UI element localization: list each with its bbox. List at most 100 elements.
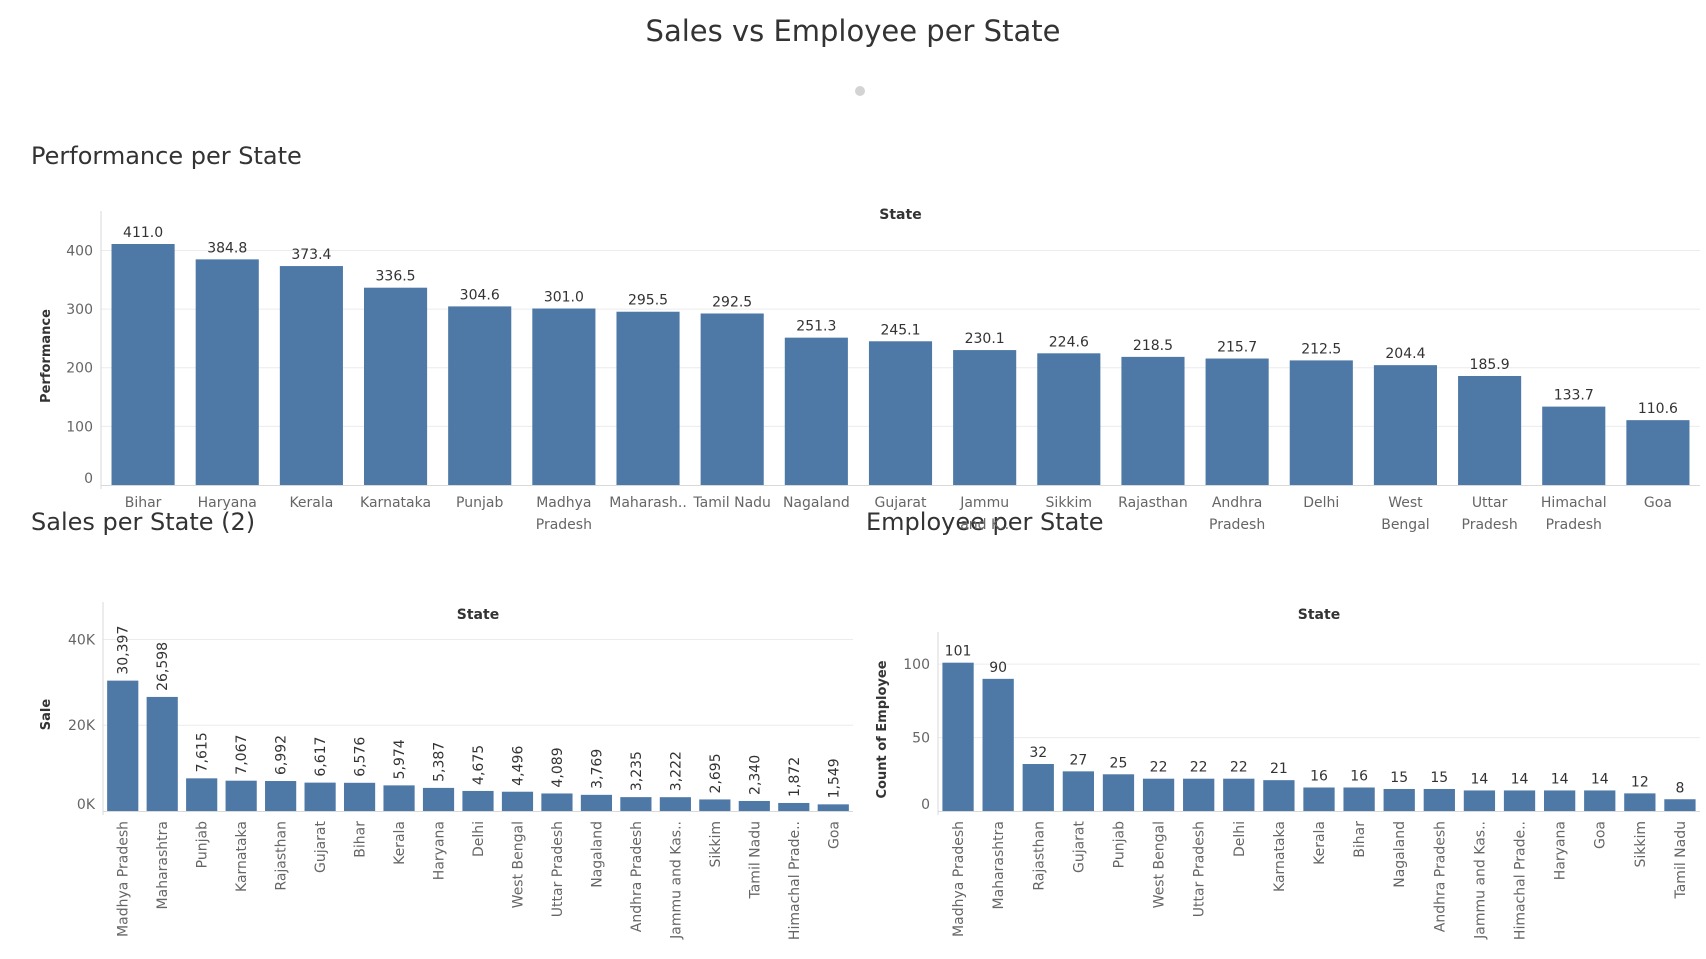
employee-bar xyxy=(1343,787,1375,811)
performance-category-label: West Bengal xyxy=(1381,495,1429,533)
performance-category-label: Sikkim xyxy=(1046,495,1093,511)
sales-bar xyxy=(541,793,573,811)
employee-data-label: 8 xyxy=(1675,780,1684,796)
employee-data-label: 90 xyxy=(989,660,1007,676)
employee-data-label: 14 xyxy=(1511,771,1529,787)
performance-category-label-line: Uttar xyxy=(1472,495,1508,511)
employee-bar xyxy=(1423,788,1455,811)
sales-y-axis-title: Sale xyxy=(39,699,54,731)
sales-data-label: 4,496 xyxy=(510,746,526,786)
performance-bar xyxy=(363,287,428,485)
sales-bar xyxy=(265,781,297,811)
performance-category-label: Maharash.. xyxy=(609,495,687,511)
employee-data-label: 22 xyxy=(1230,760,1248,776)
performance-bar xyxy=(111,244,175,485)
employee-data-label: 14 xyxy=(1591,771,1609,787)
sales-category-label: Kerala xyxy=(392,821,408,865)
performance-bar xyxy=(953,350,1017,485)
employee-category-label: Gujarat xyxy=(1071,820,1087,873)
layout-handle-dot[interactable] xyxy=(855,86,865,96)
employee-category-label: Goa xyxy=(1593,821,1609,849)
sales-y-tick-label: 20K xyxy=(68,718,96,734)
performance-y-tick-label: 100 xyxy=(66,419,93,435)
performance-category-label: Rajasthan xyxy=(1118,495,1188,511)
employee-data-label: 101 xyxy=(945,644,972,660)
sales-data-label: 3,769 xyxy=(589,749,605,789)
performance-category-label-line: Bengal xyxy=(1381,517,1429,533)
performance-category-label-line: Pradesh xyxy=(1546,517,1602,533)
employee-data-label: 14 xyxy=(1471,771,1489,787)
sales-bar xyxy=(699,799,731,811)
employee-category-label: Karnataka xyxy=(1272,821,1288,892)
employee-data-label: 22 xyxy=(1190,760,1208,776)
employee-category-label: Himachal Prade.. xyxy=(1513,821,1529,940)
employee-bar xyxy=(942,662,974,811)
employee-category-label: Haryana xyxy=(1553,821,1569,880)
employee-bar xyxy=(1624,793,1656,811)
sales-category-label: Rajasthan xyxy=(274,821,290,891)
performance-category-label: Punjab xyxy=(456,495,503,511)
performance-data-label: 218.5 xyxy=(1133,338,1173,354)
performance-y-axis-title: Performance xyxy=(39,309,54,403)
performance-category-label-line: Maharash.. xyxy=(609,495,687,511)
employee-category-label: Delhi xyxy=(1232,821,1248,857)
employee-category-label: Madhya Pradesh xyxy=(951,821,967,937)
performance-category-label: Madhya Pradesh xyxy=(536,495,592,533)
sales-category-label: Bihar xyxy=(353,821,369,858)
sales-category-label: Delhi xyxy=(471,821,487,857)
performance-y-tick-label: 400 xyxy=(66,243,93,259)
employee-data-label: 25 xyxy=(1110,755,1128,771)
sales-bar xyxy=(304,782,336,811)
performance-y-tick-label: 200 xyxy=(66,361,93,377)
employee-bar xyxy=(1223,778,1255,811)
sales-category-label: Karnataka xyxy=(234,821,250,892)
performance-category-label-line: Gujarat xyxy=(874,495,927,511)
employee-data-label: 27 xyxy=(1069,752,1087,768)
performance-bar xyxy=(532,308,596,485)
sales-category-label: Sikkim xyxy=(708,821,724,868)
performance-category-label: Himachal Pradesh xyxy=(1541,495,1607,533)
employee-data-label: 12 xyxy=(1631,774,1649,790)
performance-y-tick-label: 300 xyxy=(66,302,93,318)
employee-bar xyxy=(1543,790,1576,811)
performance-category-label: Kerala xyxy=(289,495,333,511)
employee-category-label: Uttar Pradesh xyxy=(1192,821,1208,917)
sales-bar xyxy=(580,794,613,811)
employee-y-tick-label: 0 xyxy=(921,797,930,813)
performance-category-label-line: Himachal xyxy=(1541,495,1607,511)
performance-data-label: 336.5 xyxy=(376,269,416,285)
sales-data-label: 6,576 xyxy=(353,737,369,777)
performance-category-label-line: Haryana xyxy=(198,495,257,511)
employee-data-label: 21 xyxy=(1270,761,1288,777)
employee-category-label: Nagaland xyxy=(1392,821,1408,888)
sales-sheet-title: Sales per State (2) xyxy=(31,508,256,536)
performance-data-label: 373.4 xyxy=(291,247,331,263)
sales-data-label: 4,675 xyxy=(471,745,487,785)
sales-data-label: 6,617 xyxy=(313,737,329,777)
performance-data-label: 110.6 xyxy=(1638,401,1678,417)
performance-category-label-line: Bihar xyxy=(125,495,162,511)
employee-data-label: 16 xyxy=(1310,769,1328,785)
performance-bar xyxy=(1037,353,1101,485)
performance-data-label: 185.9 xyxy=(1470,357,1510,373)
performance-bar xyxy=(1458,375,1522,485)
employee-bar xyxy=(1463,790,1496,811)
performance-category-label-line: and K.. xyxy=(960,517,1009,533)
sales-data-label: 26,598 xyxy=(155,642,171,691)
employee-data-label: 32 xyxy=(1029,745,1047,761)
sales-data-label: 7,067 xyxy=(234,735,250,775)
employee-category-label: Andhra Pradesh xyxy=(1432,821,1448,932)
performance-category-label: Nagaland xyxy=(783,495,850,511)
performance-data-label: 212.5 xyxy=(1301,341,1341,357)
employee-bar xyxy=(1022,764,1054,811)
performance-sheet-title: Performance per State xyxy=(31,142,302,170)
performance-bar xyxy=(1373,365,1438,485)
performance-bar xyxy=(448,306,512,485)
employee-bar xyxy=(1102,774,1135,811)
employee-data-label: 22 xyxy=(1150,760,1168,776)
sales-category-label: Haryana xyxy=(432,821,448,880)
employee-bar xyxy=(1584,790,1616,811)
sales-bar xyxy=(107,680,139,811)
performance-data-label: 204.4 xyxy=(1385,346,1425,362)
